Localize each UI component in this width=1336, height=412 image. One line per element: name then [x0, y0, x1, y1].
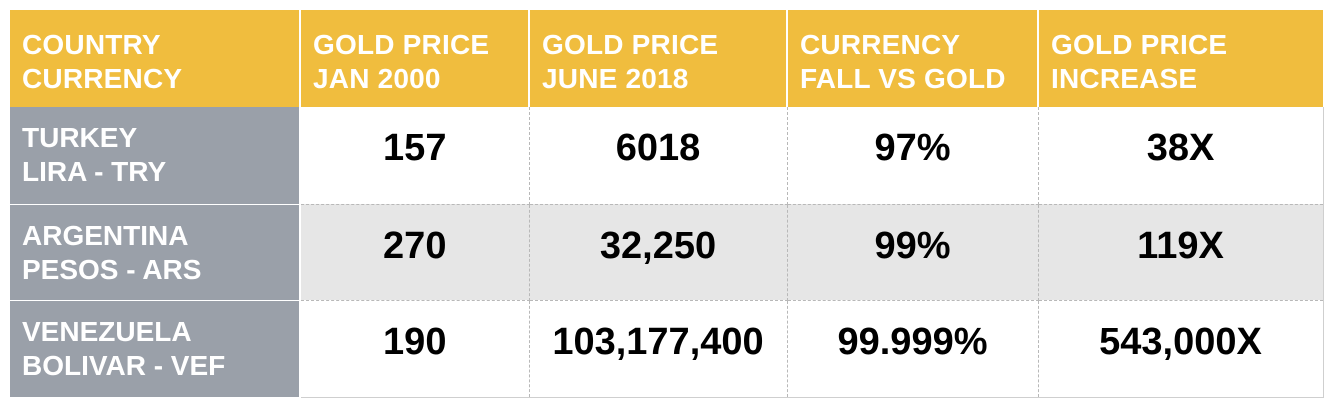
cell-currency-fall: 97% — [787, 107, 1039, 205]
header-line: COUNTRY — [22, 29, 161, 60]
header-line: FALL VS GOLD — [800, 63, 1006, 94]
row-label-currency: BOLIVAR - VEF — [22, 349, 226, 381]
row-label-country: ARGENTINA — [22, 219, 189, 251]
cell-currency-fall: 99.999% — [787, 300, 1039, 398]
cell-gold-price-jan-2000: 190 — [300, 300, 530, 398]
header-row: COUNTRY CURRENCY GOLD PRICE JAN 2000 GOL… — [10, 10, 1323, 107]
row-label-currency: LIRA - TRY — [22, 156, 167, 187]
header-gold-price-jan-2000: GOLD PRICE JAN 2000 — [300, 10, 530, 107]
cell-gold-price-jan-2000: 270 — [300, 204, 530, 301]
table-row-argentina: ARGENTINA PESOS - ARS 270 32,250 99% 119… — [10, 204, 1324, 301]
row-label-country: TURKEY — [22, 122, 138, 153]
table-body: TURKEY LIRA - TRY 157 6018 97% 38X ARGEN… — [10, 107, 1324, 398]
row-label-turkey: TURKEY LIRA - TRY — [10, 107, 301, 205]
header-line: INCREASE — [1051, 63, 1198, 94]
header-gold-price-increase: GOLD PRICE INCREASE — [1038, 10, 1323, 107]
gold-price-table: COUNTRY CURRENCY GOLD PRICE JAN 2000 GOL… — [10, 10, 1324, 398]
row-label-argentina: ARGENTINA PESOS - ARS — [10, 204, 301, 301]
row-label-venezuela: VENEZUELA BOLIVAR - VEF — [10, 300, 301, 398]
header-gold-price-june-2018: GOLD PRICE JUNE 2018 — [529, 10, 788, 107]
cell-gold-price-jan-2000: 157 — [300, 107, 530, 205]
header-line: GOLD PRICE — [313, 29, 490, 60]
cell-gold-price-increase: 119X — [1038, 204, 1324, 301]
cell-gold-price-increase: 543,000X — [1038, 300, 1324, 398]
cell-gold-price-june-2018: 103,177,400 — [529, 300, 788, 398]
header-currency-fall-vs-gold: CURRENCY FALL VS GOLD — [787, 10, 1039, 107]
cell-gold-price-june-2018: 32,250 — [529, 204, 788, 301]
row-label-country: VENEZUELA — [22, 315, 192, 347]
row-label-currency: PESOS - ARS — [22, 253, 202, 285]
cell-gold-price-increase: 38X — [1038, 107, 1324, 205]
header-line: GOLD PRICE — [542, 29, 719, 60]
table-row-turkey: TURKEY LIRA - TRY 157 6018 97% 38X — [10, 107, 1324, 205]
header-line: CURRENCY — [22, 63, 183, 94]
header-line: CURRENCY — [800, 29, 961, 60]
table-header: COUNTRY CURRENCY GOLD PRICE JAN 2000 GOL… — [10, 10, 1323, 107]
header-country-currency: COUNTRY CURRENCY — [10, 10, 301, 107]
gold-price-table-container: COUNTRY CURRENCY GOLD PRICE JAN 2000 GOL… — [10, 10, 1324, 398]
header-line: GOLD PRICE — [1051, 29, 1228, 60]
cell-gold-price-june-2018: 6018 — [529, 107, 788, 205]
table-row-venezuela: VENEZUELA BOLIVAR - VEF 190 103,177,400 … — [10, 300, 1324, 398]
header-line: JUNE 2018 — [542, 63, 689, 94]
header-line: JAN 2000 — [313, 63, 441, 94]
cell-currency-fall: 99% — [787, 204, 1039, 301]
